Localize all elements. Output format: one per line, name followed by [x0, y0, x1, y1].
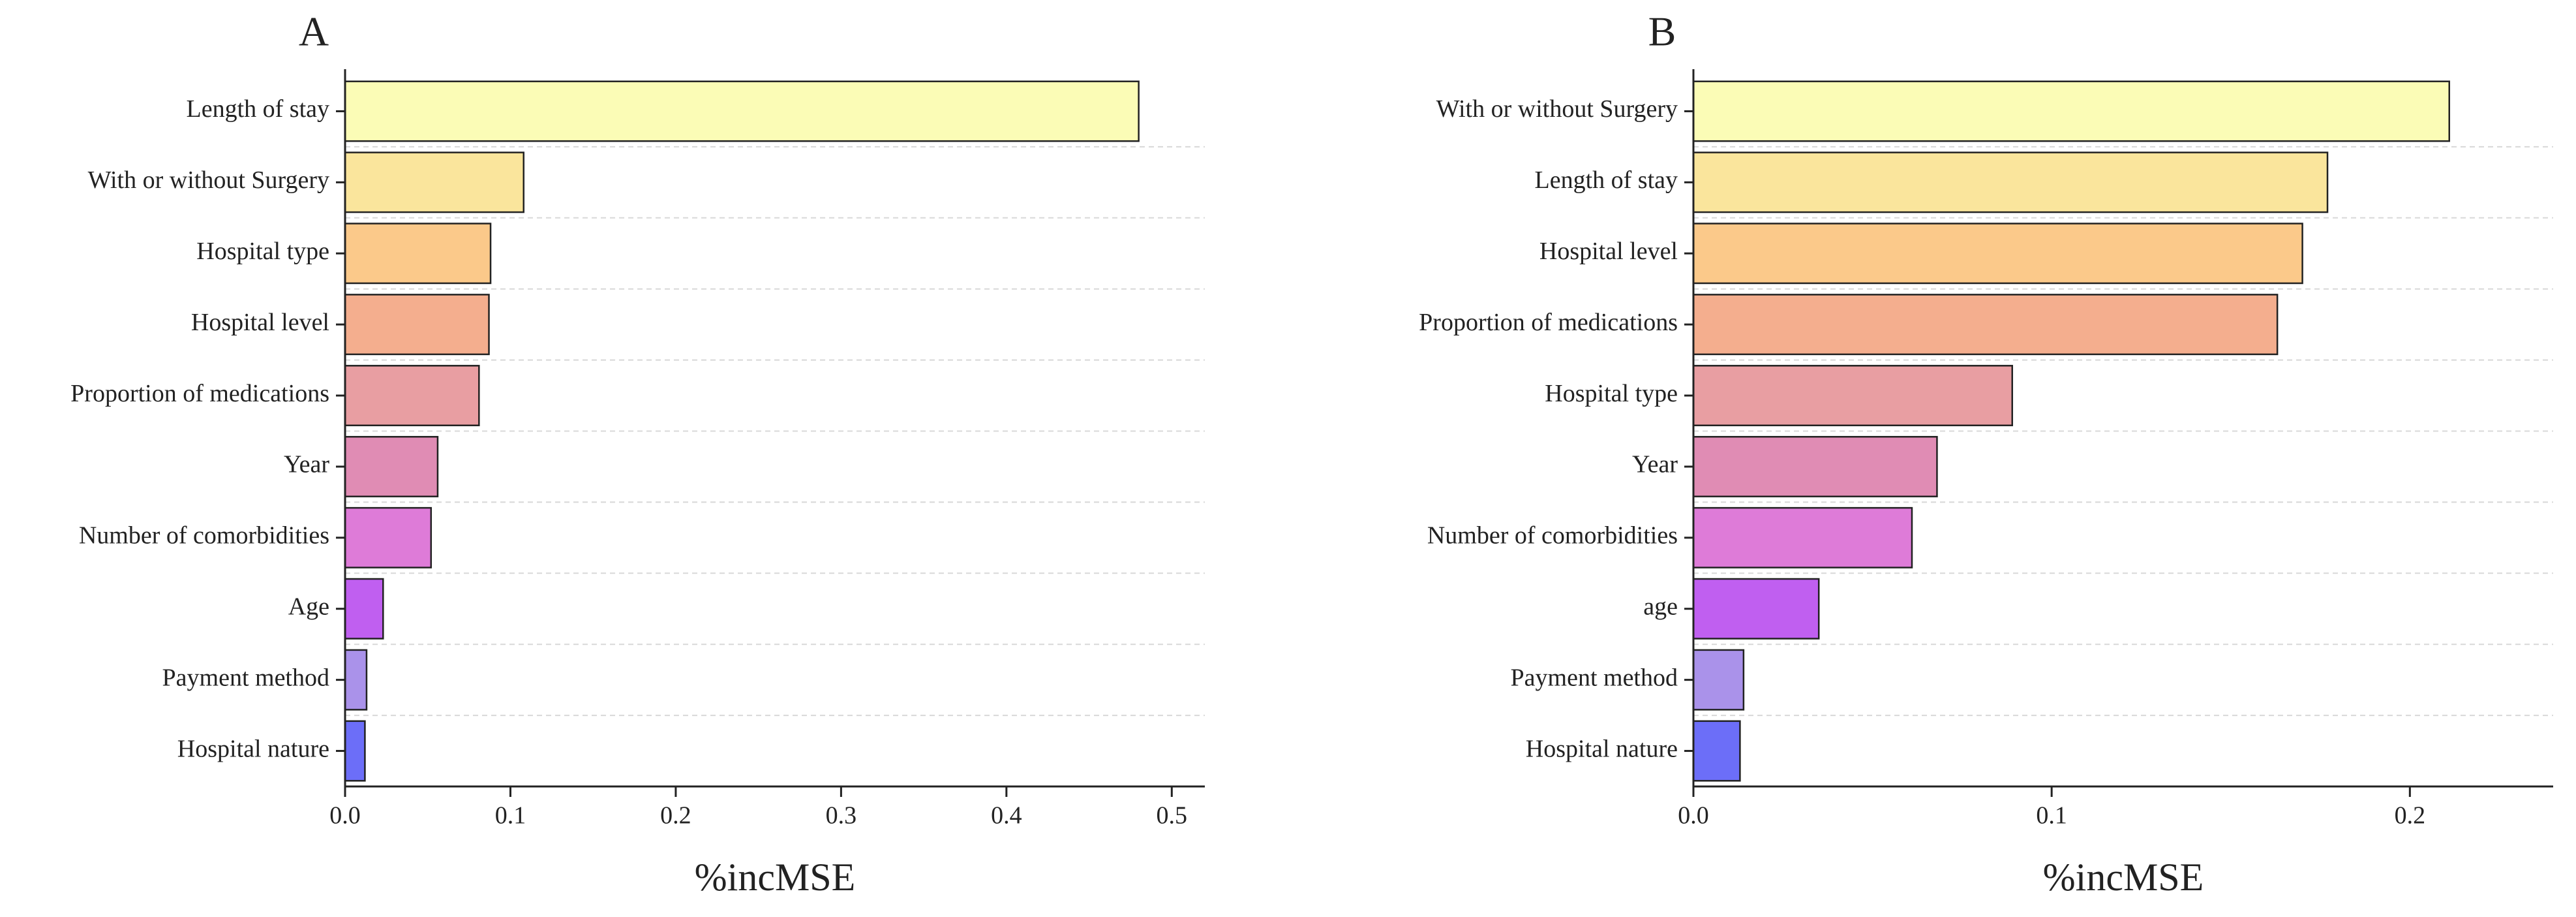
y-tick-label: Number of comorbidities: [79, 522, 329, 550]
bar: [344, 151, 524, 213]
y-tick-label: Hospital nature: [177, 735, 329, 762]
bar: [1692, 506, 1913, 568]
bar: [344, 578, 384, 640]
bar: [1692, 80, 2450, 142]
bar: [344, 294, 490, 356]
bar: [344, 223, 492, 285]
y-tick-label: Length of stay: [186, 95, 329, 123]
y-tick-label: Hospital level: [191, 309, 329, 336]
bar: [1692, 720, 1741, 782]
y-tick-label: With or without Surgery: [88, 166, 329, 194]
x-tick-label: 0.2: [2395, 802, 2426, 830]
y-tick-label: Length of stay: [1534, 166, 1678, 194]
bar: [1692, 294, 2279, 356]
y-tick-label: Hospital type: [1545, 380, 1678, 407]
y-tick-label: With or without Surgery: [1436, 95, 1678, 123]
chart-title: B: [1648, 8, 1676, 55]
y-tick-label: Year: [1632, 451, 1678, 478]
bar: [1692, 435, 1938, 497]
bar: [344, 365, 480, 427]
bar: [1692, 223, 2303, 285]
x-tick-label: 0.1: [2036, 802, 2067, 830]
x-tick-label: 0.4: [991, 802, 1022, 830]
bar: [1692, 578, 1820, 640]
x-tick-label: 0.0: [1678, 802, 1709, 830]
y-tick-label: Age: [288, 593, 329, 620]
y-tick-label: Hospital nature: [1526, 735, 1678, 762]
x-axis-label: %incMSE: [695, 856, 856, 899]
y-tick-label: age: [1643, 593, 1678, 620]
y-tick-label: Proportion of medications: [1419, 309, 1678, 336]
y-tick-label: Hospital type: [196, 238, 329, 265]
bar: [1692, 365, 2014, 427]
x-tick-label: 0.2: [660, 802, 691, 830]
bar: [344, 80, 1140, 142]
chart-title: A: [299, 8, 329, 55]
bar: [1692, 151, 2329, 213]
bar: [1692, 649, 1745, 711]
bar: [344, 720, 366, 782]
bar: [344, 649, 368, 711]
y-tick-label: Payment method: [162, 664, 329, 691]
y-tick-label: Payment method: [1511, 664, 1678, 691]
x-tick-label: 0.3: [826, 802, 857, 830]
bar: [344, 506, 432, 568]
x-tick-label: 0.0: [329, 802, 361, 830]
x-tick-label: 0.1: [495, 802, 526, 830]
x-tick-label: 0.5: [1157, 802, 1188, 830]
y-tick-label: Proportion of medications: [70, 380, 329, 407]
y-tick-label: Year: [284, 451, 329, 478]
y-tick-label: Hospital level: [1539, 238, 1678, 265]
y-tick-label: Number of comorbidities: [1427, 522, 1678, 550]
bar: [344, 435, 439, 497]
x-axis-label: %incMSE: [2043, 856, 2204, 899]
